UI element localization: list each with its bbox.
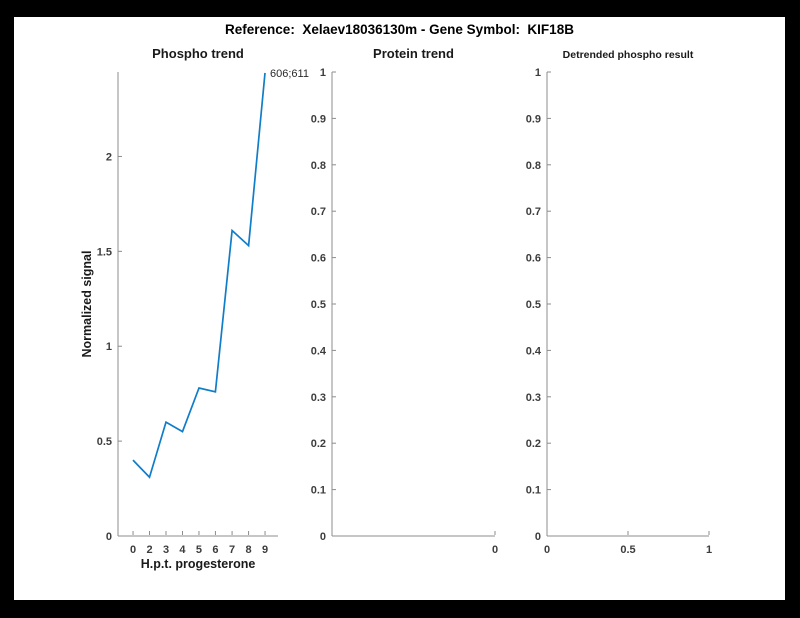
y-tick-label: 2 bbox=[106, 151, 112, 163]
x-tick-label: 5 bbox=[196, 544, 202, 556]
y-tick-label: 0.4 bbox=[311, 345, 327, 357]
y-tick-label: 0.9 bbox=[526, 113, 541, 125]
figure-canvas bbox=[14, 17, 785, 600]
figure-title: Reference: Xelaev18036130m - Gene Symbol… bbox=[225, 22, 574, 37]
y-tick-label: 0.5 bbox=[311, 299, 326, 311]
y-tick-label: 0.2 bbox=[311, 438, 326, 450]
trend-line bbox=[132, 72, 266, 479]
x-tick-label: 4 bbox=[179, 544, 186, 556]
x-axis-label: H.p.t. progesterone bbox=[140, 557, 256, 571]
y-tick-label: 0 bbox=[106, 531, 112, 543]
x-tick-label: 0 bbox=[130, 544, 136, 556]
y-tick-label: 0.8 bbox=[311, 160, 326, 172]
x-tick-label: 3 bbox=[163, 544, 169, 556]
y-tick-label: 0.3 bbox=[311, 392, 326, 404]
detrended-phospho-result-title: Detrended phospho result bbox=[562, 49, 694, 61]
y-tick-label: 0 bbox=[320, 531, 326, 543]
phospho-trend-title: Phospho trend bbox=[152, 46, 244, 61]
y-tick-label: 0.1 bbox=[311, 485, 326, 497]
y-tick-label: 1 bbox=[535, 67, 541, 79]
y-tick-label: 0.5 bbox=[526, 299, 541, 311]
y-tick-label: 0.7 bbox=[526, 206, 541, 218]
x-tick-label: 9 bbox=[262, 544, 268, 556]
y-tick-label: 0.7 bbox=[311, 206, 326, 218]
y-tick-label: 0.3 bbox=[526, 392, 541, 404]
peak-annotation: 606;611 bbox=[270, 68, 309, 80]
y-tick-label: 0.9 bbox=[311, 113, 326, 125]
y-axis-label: Normalized signal bbox=[80, 250, 94, 358]
x-tick-label: 6 bbox=[212, 544, 218, 556]
x-tick-label: 0 bbox=[544, 544, 550, 556]
y-tick-label: 0.2 bbox=[526, 438, 541, 450]
y-tick-label: 0.6 bbox=[526, 253, 541, 265]
x-tick-label: 8 bbox=[245, 544, 251, 556]
x-tick-label: 0 bbox=[492, 544, 498, 556]
y-tick-label: 0.6 bbox=[311, 253, 326, 265]
x-tick-label: 7 bbox=[229, 544, 235, 556]
protein-trend-title: Protein trend bbox=[373, 46, 454, 61]
y-tick-label: 0.5 bbox=[97, 436, 112, 448]
x-tick-label: 1 bbox=[706, 544, 712, 556]
x-tick-label: 2 bbox=[146, 544, 152, 556]
y-tick-label: 1.5 bbox=[97, 246, 112, 258]
y-tick-label: 0.1 bbox=[526, 485, 541, 497]
y-tick-label: 1 bbox=[320, 67, 326, 79]
y-tick-label: 0 bbox=[535, 531, 541, 543]
y-tick-label: 1 bbox=[106, 341, 112, 353]
y-tick-label: 0.8 bbox=[526, 160, 541, 172]
x-tick-label: 0.5 bbox=[620, 544, 635, 556]
y-tick-label: 0.4 bbox=[526, 345, 542, 357]
